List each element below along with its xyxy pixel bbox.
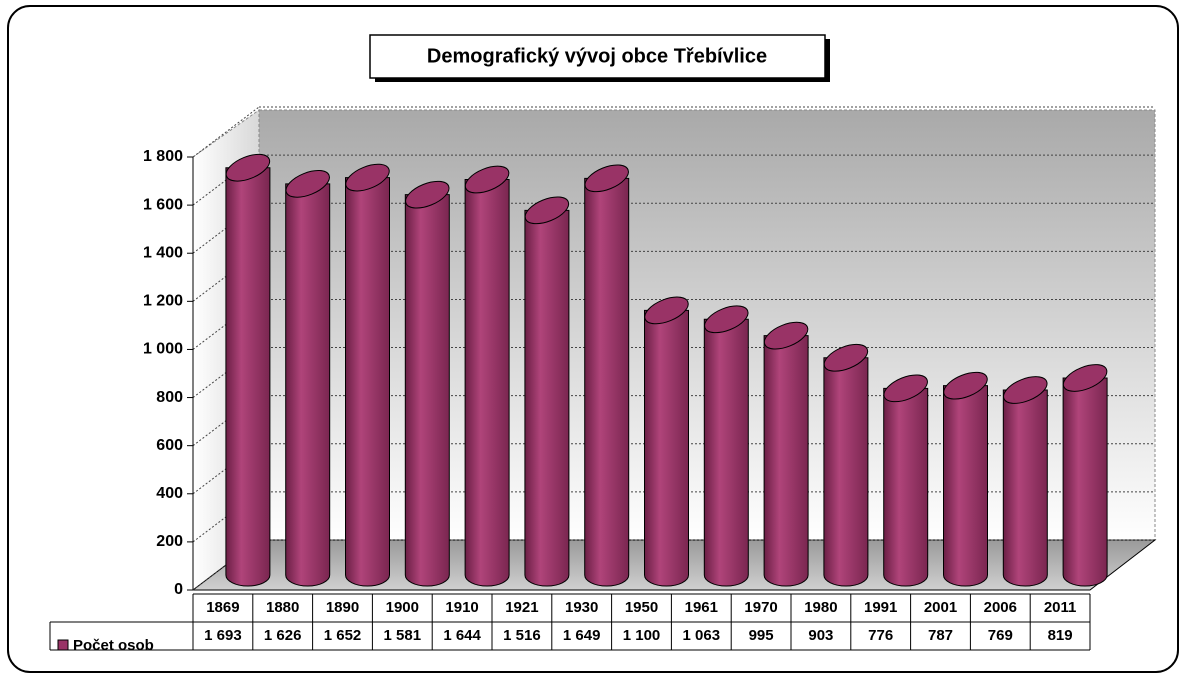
bar bbox=[703, 318, 749, 587]
bar bbox=[763, 335, 809, 587]
bar-top bbox=[524, 196, 570, 225]
x-tick-label: 2006 bbox=[984, 599, 1017, 616]
x-tick-label: 1910 bbox=[445, 599, 478, 616]
bar bbox=[404, 194, 450, 587]
bar bbox=[524, 209, 570, 587]
data-label: 903 bbox=[808, 627, 833, 644]
legend-label: Počet osob bbox=[73, 637, 154, 654]
y-tick-label: 1 200 bbox=[143, 293, 183, 310]
bar-top bbox=[644, 296, 689, 325]
y-tick-label: 800 bbox=[156, 389, 183, 406]
bar-top bbox=[943, 371, 988, 400]
x-tick-label: 2011 bbox=[1044, 599, 1077, 616]
bar bbox=[943, 385, 988, 587]
data-label: 1 516 bbox=[503, 627, 541, 644]
data-label: 1 063 bbox=[683, 627, 721, 644]
legend-swatch bbox=[57, 639, 69, 651]
bar-top bbox=[285, 170, 330, 198]
bar bbox=[1002, 389, 1048, 587]
data-label: 819 bbox=[1048, 627, 1073, 644]
x-tick-label: 1961 bbox=[685, 599, 718, 616]
bar-top bbox=[823, 343, 869, 372]
bar-top bbox=[464, 165, 510, 194]
bar-top bbox=[345, 163, 390, 192]
chart-title: Demografický vývoj obce Třebívlice bbox=[427, 45, 767, 67]
data-label: 1 644 bbox=[443, 627, 481, 644]
x-tick-label: 1950 bbox=[625, 599, 658, 616]
x-tick-label: 1921 bbox=[505, 599, 538, 616]
y-tick-label: 600 bbox=[156, 437, 183, 454]
data-label: 1 649 bbox=[563, 627, 601, 644]
bar-top bbox=[584, 164, 629, 193]
bar-top bbox=[763, 321, 809, 350]
x-tick-label: 1869 bbox=[206, 599, 239, 616]
y-tick-label: 400 bbox=[156, 485, 183, 502]
data-label: 1 100 bbox=[623, 627, 661, 644]
x-tick-label: 1970 bbox=[744, 599, 777, 616]
y-tick-label: 1 600 bbox=[143, 196, 183, 213]
grid-line bbox=[192, 106, 260, 158]
title-box bbox=[369, 34, 826, 79]
bar bbox=[1062, 377, 1108, 587]
data-label: 1 626 bbox=[264, 627, 302, 644]
x-tick-label: 1890 bbox=[326, 599, 359, 616]
bar bbox=[644, 309, 689, 587]
data-label: 787 bbox=[928, 627, 953, 644]
bar-top bbox=[1062, 364, 1108, 392]
bar bbox=[823, 357, 869, 587]
bar bbox=[584, 177, 630, 587]
y-tick-label: 1 400 bbox=[143, 244, 183, 261]
x-tick-label: 2001 bbox=[924, 599, 957, 616]
bar-top bbox=[405, 180, 450, 209]
bar bbox=[464, 179, 510, 587]
bar bbox=[225, 167, 271, 587]
bar bbox=[285, 183, 331, 587]
data-label: 1 693 bbox=[204, 627, 242, 644]
y-tick-label: 0 bbox=[174, 581, 183, 598]
bar-top bbox=[1003, 376, 1048, 404]
bar bbox=[345, 177, 390, 587]
x-tick-label: 1991 bbox=[864, 599, 897, 616]
bar bbox=[883, 387, 929, 587]
y-tick-label: 1 800 bbox=[143, 148, 183, 165]
bar-top bbox=[225, 153, 271, 182]
data-label: 776 bbox=[868, 627, 893, 644]
x-tick-label: 1980 bbox=[804, 599, 837, 616]
bar-top bbox=[704, 305, 749, 334]
data-label: 1 581 bbox=[384, 627, 422, 644]
data-label: 995 bbox=[749, 627, 774, 644]
x-tick-label: 1900 bbox=[386, 599, 419, 616]
bar-top bbox=[883, 374, 928, 403]
x-tick-label: 1880 bbox=[266, 599, 299, 616]
data-label: 1 652 bbox=[324, 627, 362, 644]
data-label: 769 bbox=[988, 627, 1013, 644]
x-tick-label: 1930 bbox=[565, 599, 598, 616]
y-tick-label: 200 bbox=[156, 533, 183, 550]
y-tick-label: 1 000 bbox=[143, 341, 183, 358]
